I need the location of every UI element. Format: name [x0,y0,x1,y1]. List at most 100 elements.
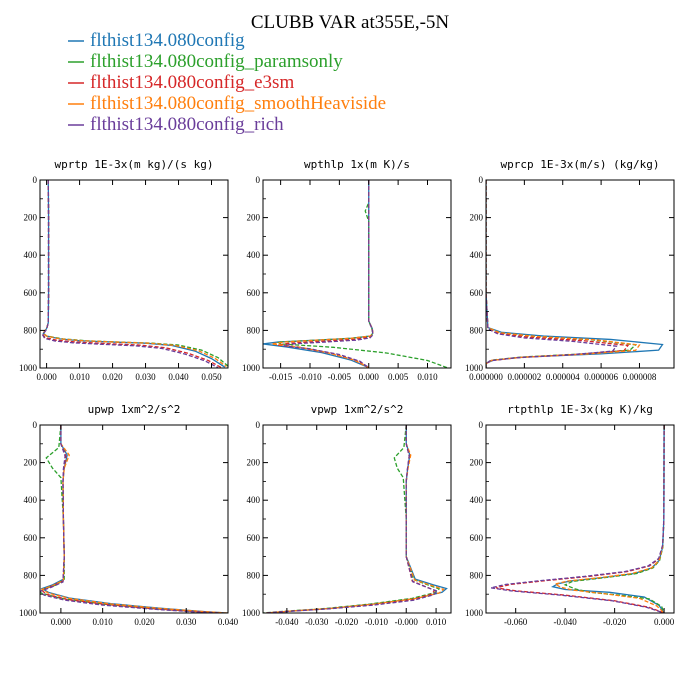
x-tick-label: -0.060 [504,617,528,627]
series-group [490,425,665,613]
series-group [263,180,449,368]
legend-label: flthist134.080config_smoothHeaviside [90,93,386,114]
x-tick-label: 0.010 [417,372,438,382]
panel-title: wpthlp 1x(m K)/s [304,158,410,171]
x-tick-label: 0.000 [359,372,380,382]
series-group [263,425,448,613]
x-tick-label: 0.030 [176,617,197,627]
series-line-1 [40,425,228,613]
y-tick-label: 800 [470,325,484,335]
panel-title: wprtp 1E-3x(m kg)/(s kg) [55,158,214,171]
x-tick-label: -0.040 [554,617,578,627]
y-tick-label: 600 [470,288,484,298]
panel-upwp: upwp 1xm^2/s^2 0 200 400 600 800 1000 0.000 0.01… [19,403,239,627]
panel-wprcp: wprcp 1E-3x(m/s) (kg/kg) 0 200 400 600 800 100… [465,158,675,382]
x-tick-label: -0.030 [305,617,329,627]
series-group [41,180,228,368]
series-line-5 [486,180,618,368]
y-tick-label: 800 [24,570,38,580]
y-tick-label: 1000 [19,363,38,373]
panel-title: wprcp 1E-3x(m/s) (kg/kg) [501,158,660,171]
x-tick-label: 0.010 [93,617,114,627]
x-tick-label: 0.000002 [507,372,541,382]
series-line-5 [41,180,219,368]
series-line-4 [42,180,227,368]
series-line-5 [283,180,374,368]
x-tick-label: -0.040 [275,617,299,627]
y-tick-label: 1000 [242,608,261,618]
series-line-4 [265,425,445,613]
panel-vpwp: vpwp 1xm^2/s^2 0 200 400 600 800 1000 -0.040 -0.… [242,403,452,627]
panel-title: rtpthlp 1E-3x(kg K)/kg [507,403,653,416]
legend-label: flthist134.080config_e3sm [90,72,294,93]
legend-entry: flthist134.080config_e3sm [68,72,294,93]
panel-title: vpwp 1xm^2/s^2 [311,403,404,416]
y-tick-label: 600 [247,533,261,543]
x-tick-label: -0.020 [335,617,359,627]
series-line-3 [41,180,222,368]
legend-entry: flthist134.080config [68,30,245,51]
y-tick-label: 600 [24,533,38,543]
x-tick-label: 0.010 [69,372,90,382]
x-tick-label: 0.000008 [623,372,657,382]
y-tick-label: 400 [24,250,38,260]
panel-grid: wprtp 1E-3x(m kg)/(s kg) 0 200 400 600 800 100… [19,158,675,627]
y-tick-label: 0 [479,175,484,185]
y-tick-label: 400 [24,495,38,505]
series-line-3 [495,425,665,613]
series-line-2 [42,180,228,367]
y-tick-label: 1000 [242,363,261,373]
y-tick-label: 0 [33,175,38,185]
x-tick-label: 0.000004 [546,372,580,382]
legend: flthist134.080configflthist134.080config… [68,30,386,135]
legend-entry: flthist134.080config_paramsonly [68,51,343,72]
y-tick-label: 800 [470,570,484,580]
y-tick-label: 1000 [19,608,38,618]
panel-wprtp: wprtp 1E-3x(m kg)/(s kg) 0 200 400 600 800 100… [19,158,229,382]
y-tick-label: 600 [470,533,484,543]
y-tick-label: 800 [24,325,38,335]
figure-title: CLUBB VAR at355E,-5N [251,12,450,33]
x-tick-label: 0.020 [102,372,123,382]
y-tick-label: 200 [470,458,484,468]
x-tick-label: 0.040 [168,372,189,382]
x-tick-label: 0.005 [388,372,409,382]
series-line-1 [551,425,665,613]
series-line-4 [40,425,228,613]
y-tick-label: 0 [256,175,261,185]
x-tick-label: -0.010 [365,617,389,627]
legend-entry: flthist134.080config_rich [68,114,284,135]
legend-label: flthist134.080config_paramsonly [90,51,343,72]
y-tick-label: 200 [247,213,261,223]
y-tick-label: 400 [247,495,261,505]
plot-frame [262,179,452,369]
x-tick-label: 0.000006 [584,372,618,382]
x-tick-label: 0.010 [426,617,447,627]
y-tick-label: 0 [33,420,38,430]
y-tick-label: 400 [470,495,484,505]
y-tick-label: 400 [470,250,484,260]
y-tick-label: 800 [247,570,261,580]
panel-rtpthlp: rtpthlp 1E-3x(kg K)/kg 0 200 400 600 800 1000 -… [465,403,675,627]
y-tick-label: 200 [247,458,261,468]
legend-label: flthist134.080config_rich [90,114,284,135]
x-tick-label: -0.015 [269,372,293,382]
y-tick-label: 1000 [465,363,484,373]
y-tick-label: 0 [256,420,261,430]
x-tick-label: 0.000 [654,617,675,627]
x-tick-label: 0.020 [134,617,155,627]
x-tick-label: 0.040 [218,617,239,627]
y-tick-label: 800 [247,325,261,335]
legend-entry: flthist134.080config_smoothHeaviside [68,93,386,114]
y-tick-label: 200 [24,213,38,223]
series-line-2 [275,180,449,368]
x-tick-label: -0.020 [603,617,627,627]
series-line-4 [553,425,665,613]
series-line-5 [490,425,665,613]
panel-wpthlp: wpthlp 1x(m K)/s02004006008001000-0.015-… [242,158,452,382]
y-tick-label: 600 [247,288,261,298]
y-tick-label: 400 [247,250,261,260]
x-tick-label: 0.000 [51,617,72,627]
x-tick-label: 0.000 [36,372,57,382]
y-tick-label: 200 [24,458,38,468]
